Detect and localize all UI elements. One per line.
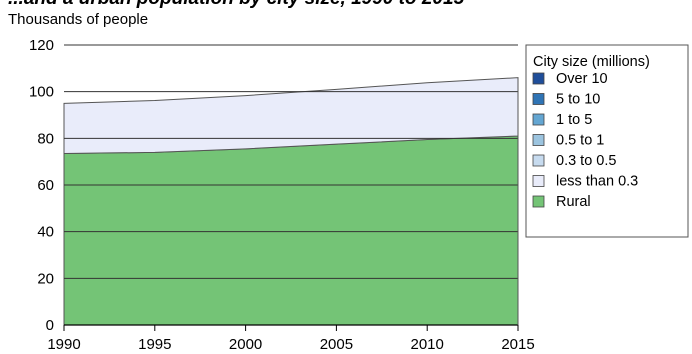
y-tick-label: 20: [37, 270, 54, 287]
x-tick-label: 1995: [138, 336, 171, 353]
chart-title: ...and a urban population by city size, …: [8, 0, 465, 9]
legend-swatch: [532, 72, 545, 85]
area-rural: [63, 135, 519, 326]
legend-title: City size (millions): [533, 54, 650, 70]
legend-label: 1 to 5: [556, 112, 592, 128]
legend-label: 0.3 to 0.5: [556, 153, 616, 169]
y-tick-label: 40: [37, 224, 54, 241]
legend-swatch: [532, 134, 545, 146]
y-tick-label: 120: [29, 37, 54, 54]
x-tick-label: 2010: [411, 336, 444, 353]
legend-box: [525, 44, 689, 238]
x-tick-label: 1990: [47, 336, 80, 353]
legend-label: Rural: [556, 194, 591, 210]
y-tick-label: 80: [37, 130, 54, 147]
legend-swatch: [532, 195, 545, 208]
y-tick-label: 100: [29, 84, 54, 101]
y-tick-label: 60: [37, 177, 54, 194]
x-tick-label: 2000: [229, 336, 262, 353]
legend-swatch: [532, 113, 545, 126]
x-tick-label: 2015: [501, 336, 534, 353]
legend-label: 0.5 to 1: [556, 133, 604, 149]
legend-label: Over 10: [556, 71, 608, 87]
legend-swatch: [532, 93, 545, 105]
y-tick-label: 0: [46, 317, 54, 334]
legend-label: 5 to 10: [556, 92, 600, 108]
legend-swatch: [532, 154, 545, 167]
legend-swatch: [532, 175, 545, 187]
x-tick-label: 2005: [320, 336, 353, 353]
legend: City size (millions)Over 10 5 to 10 1 to 5…: [525, 44, 689, 238]
y-axis-label: Thousands of people: [8, 11, 148, 28]
plot-area: 0 20 40 60 80 100 120 1990 1995 2000 2005 2010 2015: [29, 37, 535, 353]
legend-label: less than 0.3: [556, 174, 638, 190]
